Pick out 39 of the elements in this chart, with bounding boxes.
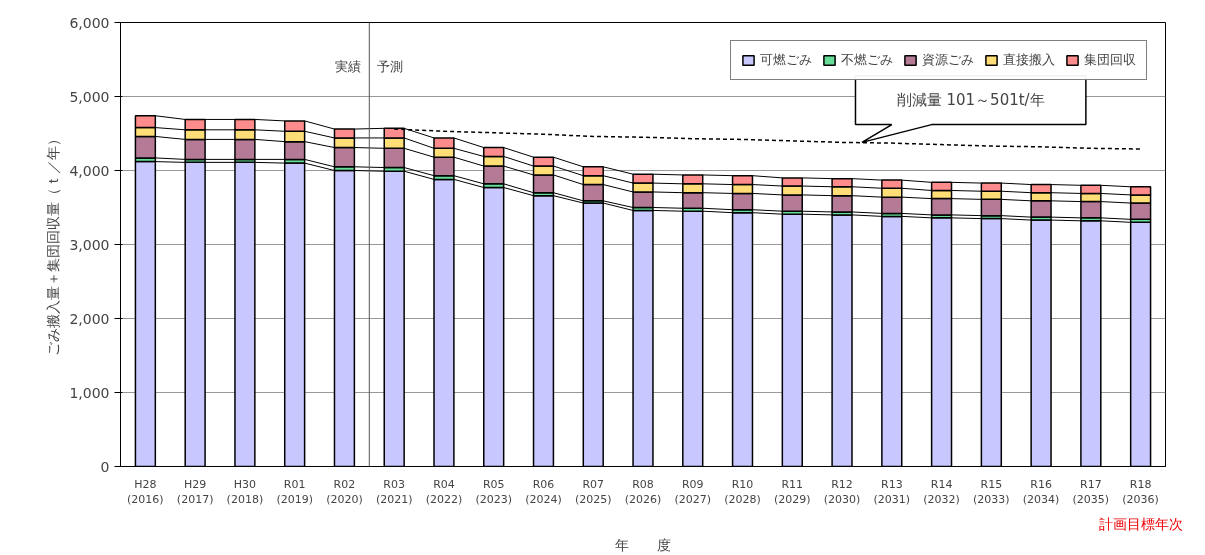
legend-label: 直接搬入 (1003, 51, 1055, 69)
y-tick-label: 0 (100, 458, 110, 475)
x-tick-label: R18 (2036) (1122, 477, 1159, 507)
x-tick-label: R07 (2025) (574, 477, 612, 507)
y-tick-label: 3,000 (69, 236, 110, 253)
legend-label: 集団回収 (1084, 51, 1136, 69)
annotation: 予測 (377, 59, 404, 75)
text: 計画目標年次 (1098, 515, 1183, 532)
x-tick-label: R09 (2027) (674, 477, 712, 507)
y-tick-label: 5,000 (69, 88, 110, 105)
y-tick-label: 4,000 (69, 162, 110, 179)
y-tick-label: 2,000 (69, 310, 110, 327)
y-tick-label: 1,000 (69, 384, 110, 401)
x-tick-label: R03 (2021) (375, 477, 413, 507)
x-tick-label: R06 (2024) (525, 477, 562, 507)
legend-label: 不燃ごみ (841, 51, 893, 69)
x-tick-label: R13 (2031) (873, 477, 911, 507)
legend-label: 可燃ごみ (760, 51, 812, 69)
x-tick-label: H28 (2016) (127, 477, 164, 507)
x-tick-label: R17 (2035) (1072, 477, 1110, 507)
x-tick-label: H30 (2018) (226, 477, 264, 507)
x-tick-label: R14 (2032) (923, 477, 960, 507)
x-tick-label: R02 (2020) (326, 477, 363, 507)
x-tick-label: R01 (2019) (276, 477, 313, 507)
x-tick-label: R10 (2028) (724, 477, 761, 507)
x-tick-label: R04 (2022) (425, 477, 463, 507)
x-tick-label: R12 (2030) (823, 477, 861, 507)
x-tick-label: R16 (2034) (1022, 477, 1060, 507)
x-tick-label: R08 (2026) (624, 477, 662, 507)
y-tick-label: 6,000 (69, 14, 110, 31)
annotation: 実績 (335, 59, 362, 75)
legend-label: 資源ごみ (922, 51, 974, 69)
annotation: 削減量 101～501t/年 (896, 91, 1045, 110)
x-tick-label: H29 (2017) (176, 477, 214, 507)
y-axis-title: ごみ搬入量＋集団回収量（ｔ／年） (45, 132, 62, 357)
x-tick-label: R15 (2033) (973, 477, 1010, 507)
x-axis-title: 年 度 (615, 536, 671, 553)
x-tick-label: R11 (2029) (774, 477, 811, 507)
x-tick-label: R05 (2023) (475, 477, 512, 507)
